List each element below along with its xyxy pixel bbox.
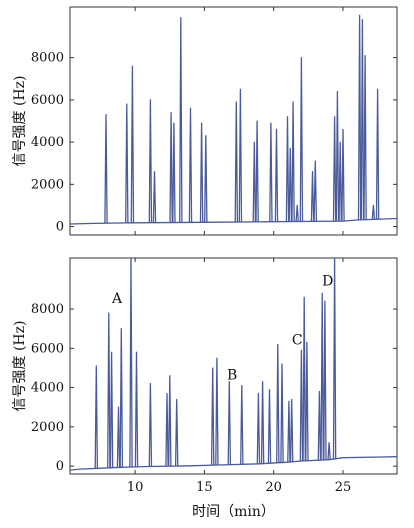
chromatogram-peak (204, 135, 208, 223)
chromatogram-peak (172, 122, 176, 223)
bottom-chromatogram-panel: 0 2000 4000 6000 8000 10 15 20 25 信号强度 (Hz) 时间（min… (12, 257, 398, 520)
chromatogram-peak (256, 392, 261, 464)
y-axis-title: 信号强度 (Hz) (12, 76, 28, 167)
chromatogram-peak (280, 363, 284, 463)
chromatogram-peak (299, 57, 304, 222)
chromatogram-peak (289, 398, 294, 462)
chromatogram-peak (338, 141, 342, 222)
chromatogram-peak (116, 406, 121, 468)
chromatogram-peak (375, 88, 380, 220)
y-tick-label: 4000 (31, 135, 64, 150)
chromatogram-peak (174, 398, 179, 467)
chromatogram-peak (109, 351, 114, 468)
signal-baseline (69, 456, 398, 471)
x-tick-label: 15 (196, 480, 213, 495)
chromatogram-peak (276, 343, 280, 463)
y-tick-label: 0 (56, 459, 64, 474)
peak-label-a: A (111, 291, 123, 307)
chromatogram-peak (234, 101, 239, 223)
chromatogram-peak (188, 107, 193, 223)
chromatogram-peak (299, 349, 304, 462)
chromatogram-peak (295, 204, 299, 222)
chromatogram-peak (134, 351, 139, 467)
y-tick-label: 0 (56, 220, 64, 235)
chromatogram-peak (323, 300, 327, 460)
chromatogram-peak (341, 128, 345, 222)
chromatogram-peak (274, 128, 279, 222)
chromatogram-peak (168, 375, 172, 467)
x-tick-label: 10 (127, 480, 144, 495)
chromatogram-peak (317, 390, 322, 461)
chromatogram-peak (305, 341, 309, 461)
chromatogram-peak (240, 384, 244, 465)
chromatogram-peak (320, 292, 324, 461)
peak-label-d: D (322, 273, 333, 289)
chromatogram-peak (291, 101, 295, 222)
chromatogram-peak (169, 111, 173, 223)
y-tick-label: 6000 (31, 93, 64, 108)
chromatogram-peak (332, 257, 337, 459)
chromatogram-peak (285, 116, 290, 222)
chromatogram-peak (287, 400, 291, 463)
x-axis-title: 时间（min） (192, 504, 275, 520)
chromatogram-peak (288, 147, 293, 222)
chromatogram-peak (310, 171, 315, 222)
signal-baseline (69, 217, 398, 225)
chromatogram-peak (260, 381, 265, 464)
chromatogram-peak (313, 160, 318, 222)
chromatogram-peak (165, 392, 169, 467)
y-tick-label: 8000 (31, 302, 64, 317)
y-tick-label: 6000 (31, 341, 64, 356)
chromatogram-peak (238, 88, 243, 223)
chromatogram-peak (130, 65, 135, 223)
chromatogram-peak (360, 19, 365, 220)
chromatogram-peak (148, 99, 153, 223)
chromatogram-peak (119, 328, 124, 468)
chromatogram-peak (371, 204, 376, 220)
chromatogram-peak (94, 365, 99, 469)
chromatogram-peak (327, 441, 331, 460)
chromatogram-peak (107, 312, 111, 468)
plot-frame (69, 6, 398, 236)
peak-label-b: B (227, 368, 237, 384)
chromatogram-peak (252, 141, 257, 222)
x-tick-label: 25 (335, 480, 352, 495)
chromatogram-peak (125, 103, 129, 223)
chromatogram-peak (255, 120, 259, 222)
y-axis-title: 信号强度 (Hz) (12, 321, 28, 412)
x-tick-label: 20 (265, 480, 282, 495)
y-tick-label: 2000 (31, 177, 64, 192)
chromatogram-peak (210, 367, 215, 466)
chromatogram-peak (215, 357, 219, 466)
chromatogram-peak (335, 90, 340, 222)
y-tick-label: 2000 (31, 420, 64, 435)
y-tick-label: 4000 (31, 381, 64, 396)
chromatogram-peak (363, 54, 367, 220)
chromatogram-peak (227, 381, 232, 465)
chromatogram-peak (269, 122, 273, 222)
chromatogram-peak (357, 14, 362, 220)
chromatogram-peak (302, 296, 306, 461)
peak-label-c: C (292, 332, 303, 348)
chromatogram-peak (104, 114, 108, 224)
chromatogram-peak (152, 171, 157, 223)
y-tick-label: 8000 (31, 51, 64, 66)
chromatogram-peak (332, 116, 337, 222)
chromatogram-peak (148, 383, 153, 467)
plot-frame (69, 257, 398, 475)
chromatogram-peak (179, 16, 183, 223)
chromatogram-peak (129, 257, 133, 468)
chromatogram-peak (199, 122, 204, 223)
chromatogram-peak (267, 388, 272, 464)
